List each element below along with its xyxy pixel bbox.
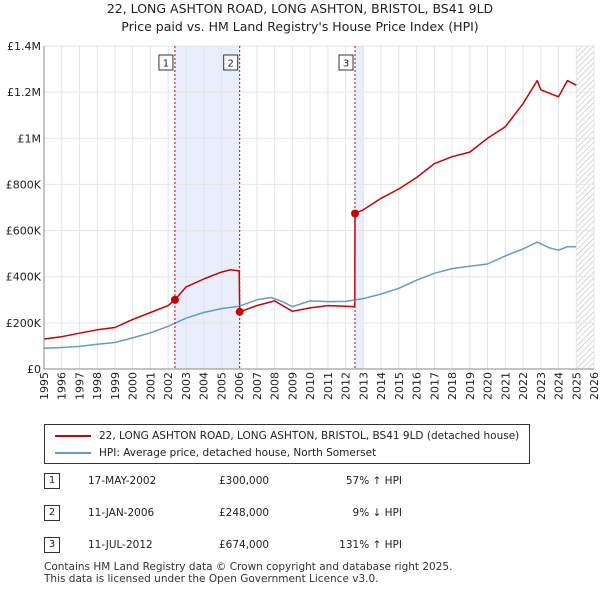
legend-label-hpi: HPI: Average price, detached house, Nort…: [99, 447, 377, 459]
x-tick-label: 2025: [570, 372, 583, 400]
legend: 22, LONG ASHTON ROAD, LONG ASHTON, BRIST…: [44, 424, 530, 464]
price-chart: 1 2 3 £0 £200K £400K £600K £800K £1M £1.2M £1.4M 1…: [6, 40, 600, 400]
x-tick-label: 1995: [38, 372, 51, 400]
x-tick-label: 2007: [251, 372, 264, 400]
sale-price: £248,000: [219, 507, 270, 519]
x-tick-label: 2008: [269, 372, 282, 400]
series-line-property: [43, 79, 577, 340]
y-tick-label: £1.4M: [7, 40, 41, 53]
footer: Contains HM Land Registry data © Crown c…: [44, 561, 452, 585]
x-tick-label: 2015: [393, 372, 406, 400]
x-tick-label: 2005: [215, 372, 228, 400]
sale-date: 11-JUL-2012: [88, 539, 153, 551]
sale-point: [235, 307, 244, 316]
footer-copyright: Contains HM Land Registry data © Crown c…: [44, 561, 453, 573]
x-tick-label: 2014: [375, 372, 388, 400]
legend-item-hpi: HPI: Average price, detached house, Nort…: [45, 445, 376, 461]
x-tick-label: 2021: [499, 372, 512, 400]
x-tick-label: 2024: [553, 372, 566, 400]
sale-hpi-change: 57% ↑ HPI: [345, 475, 402, 487]
x-tick-label: 2012: [340, 372, 353, 400]
x-tick-label: 2019: [464, 372, 477, 400]
sale-number-label: 2: [228, 59, 234, 70]
x-tick-label: 1996: [56, 372, 69, 400]
x-tick-label: 2006: [233, 372, 246, 400]
sale-number-label: 1: [163, 59, 169, 70]
legend-swatch-hpi: [55, 452, 91, 454]
x-tick-label: 2013: [357, 372, 370, 400]
sale-point: [351, 209, 360, 218]
series-line-hpi: [43, 241, 577, 349]
x-tick-label: 2004: [198, 372, 211, 400]
sale-price: £300,000: [219, 475, 270, 487]
y-tick-label: £600K: [6, 225, 42, 238]
legend-swatch-property: [55, 435, 91, 437]
sale-hpi-change: 131% ↑ HPI: [339, 539, 402, 551]
sale-number-badge: 3: [44, 537, 60, 553]
x-tick-label: 2026: [588, 372, 600, 400]
y-tick-label: £200K: [6, 317, 42, 330]
x-tick-label: 2016: [411, 372, 424, 400]
sale-number-box: [158, 54, 174, 71]
y-tick-label: £400K: [6, 271, 42, 284]
ownership-band: [355, 46, 364, 369]
sale-number-label: 3: [343, 59, 349, 70]
x-tick-label: 2022: [517, 372, 530, 400]
sale-number-box: [338, 54, 354, 71]
x-tick-label: 2023: [535, 372, 548, 400]
x-tick-label: 2001: [144, 372, 157, 400]
sale-point: [170, 295, 179, 304]
x-tick-label: 2000: [127, 372, 140, 400]
chart-subtitle: Price paid vs. HM Land Registry's House …: [121, 19, 479, 34]
x-tick-label: 2017: [428, 372, 441, 400]
sale-number-badge: 1: [44, 473, 60, 489]
sale-date: 17-MAY-2002: [88, 475, 157, 487]
sale-hpi-change: 9% ↓ HPI: [352, 507, 402, 519]
legend-label-property: 22, LONG ASHTON ROAD, LONG ASHTON, BRIST…: [99, 430, 520, 442]
x-tick-label: 2020: [482, 372, 495, 400]
sale-date: 11-JAN-2006: [88, 507, 155, 519]
x-tick-label: 2011: [322, 372, 335, 400]
x-tick-label: 2002: [162, 372, 175, 400]
footer-license: This data is licensed under the Open Gov…: [44, 573, 379, 585]
y-tick-label: £800K: [6, 178, 42, 191]
projection-hatch: [576, 46, 594, 369]
x-tick-label: 2018: [446, 372, 459, 400]
x-tick-label: 1998: [91, 372, 104, 400]
chart-title: 22, LONG ASHTON ROAD, LONG ASHTON, BRIST…: [106, 1, 494, 16]
legend-item-property: 22, LONG ASHTON ROAD, LONG ASHTON, BRIST…: [45, 428, 519, 444]
y-tick-label: £1M: [18, 132, 42, 145]
x-tick-label: 1999: [109, 372, 122, 400]
sale-number-badge: 2: [44, 505, 60, 521]
x-tick-label: 1997: [73, 372, 86, 400]
plot-area: [44, 46, 594, 369]
sale-number-box: [223, 54, 239, 71]
x-tick-label: 2003: [180, 372, 193, 400]
ownership-band: [174, 46, 240, 369]
x-tick-label: 2010: [304, 372, 317, 400]
sale-price: £674,000: [219, 539, 270, 551]
y-tick-label: £0: [27, 363, 41, 376]
y-tick-label: £1.2M: [7, 86, 41, 99]
x-tick-label: 2009: [286, 372, 299, 400]
